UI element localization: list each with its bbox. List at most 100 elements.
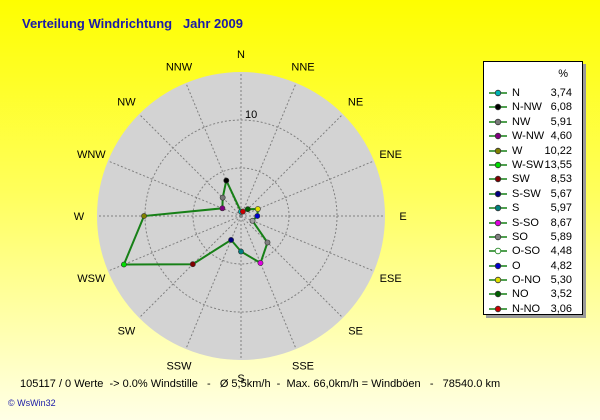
direction-label-nw: NW: [117, 96, 136, 108]
legend-row: W 10,22: [484, 144, 582, 158]
legend-direction: W: [512, 144, 523, 157]
legend-direction: N-NW: [512, 101, 542, 114]
legend-percent: 8,53: [550, 173, 572, 186]
data-point-e: [254, 213, 261, 219]
legend-direction: NW: [512, 115, 531, 128]
legend-row: S-SO 8,67: [484, 216, 582, 230]
legend-marker-icon: [489, 89, 507, 97]
grid-spoke: [107, 215, 242, 272]
data-point-se: [264, 239, 271, 246]
direction-label-e: E: [399, 211, 406, 223]
legend-unit: %: [558, 68, 568, 80]
legend-row: O 4,82: [484, 259, 582, 273]
legend-percent: 5,67: [550, 187, 572, 200]
direction-label-ese: ESE: [380, 273, 402, 285]
direction-label-ene: ENE: [379, 149, 402, 161]
data-point-ene: [254, 206, 261, 212]
grid-spoke: [138, 215, 242, 319]
direction-label-nnw: NNW: [166, 61, 193, 73]
legend-percent: 6,08: [550, 101, 572, 114]
data-point-nnw: [223, 177, 230, 184]
legend-percent: 3,74: [550, 87, 572, 99]
legend-row: W-SW 13,55: [484, 158, 582, 172]
legend-direction: O-SO: [512, 245, 541, 258]
legend-marker-icon: [489, 305, 507, 313]
legend-direction: S-SO: [512, 216, 539, 229]
legend-marker-icon: [489, 132, 507, 140]
legend-percent: 8,67: [550, 216, 572, 229]
data-point-ne: [244, 206, 251, 213]
legend-row: SO 5,89: [484, 230, 582, 244]
grid-spoke: [240, 215, 344, 319]
legend-row: S 5,97: [484, 201, 582, 215]
legend-direction: NO: [512, 288, 529, 301]
data-point-wsw: [121, 261, 127, 268]
legend-marker-icon: [489, 176, 507, 183]
legend-direction: W-NW: [512, 130, 545, 143]
footer-stats: 105117 / 0 Werte -> 0.0% Windstille - Ø …: [20, 378, 501, 390]
direction-label-w: W: [74, 211, 85, 223]
legend-row: N 3,74: [484, 86, 582, 100]
legend-percent: 4,48: [550, 245, 572, 258]
direction-label-ne: NE: [348, 96, 363, 108]
direction-label-sw: SW: [118, 326, 136, 338]
brand-label: © WsWin32: [8, 398, 56, 408]
data-point-ssw: [228, 237, 234, 243]
legend-row: O-SO 4,48: [484, 244, 582, 258]
legend-marker-icon: [489, 248, 507, 255]
legend-percent: 4,60: [550, 130, 572, 143]
legend-direction: O: [512, 259, 521, 272]
data-point-ese: [249, 217, 256, 224]
legend-marker-icon: [489, 204, 507, 212]
legend-direction: N-NO: [512, 302, 541, 315]
legend-row: N-NW 6,08: [484, 100, 582, 114]
grid-spoke: [240, 215, 375, 272]
direction-label-nne: NNE: [291, 61, 314, 73]
legend-percent: 5,97: [550, 202, 572, 215]
legend-direction: S-SW: [512, 187, 541, 200]
legend-percent: 5,30: [550, 274, 572, 287]
legend-row: O-NO 5,30: [484, 273, 582, 287]
legend-percent: 5,89: [550, 230, 572, 243]
legend-percent: 5,91: [550, 115, 572, 128]
legend-direction: SO: [512, 230, 528, 243]
data-point-s: [238, 248, 244, 255]
chart-title: Verteilung Windrichtung Jahr 2009: [22, 16, 243, 31]
legend-row: NW 5,91: [484, 115, 582, 129]
legend-direction: S: [512, 202, 520, 215]
legend-marker-icon: [489, 118, 507, 125]
grid-spoke: [240, 82, 297, 217]
grid-spoke: [107, 160, 242, 217]
data-point-nw: [219, 194, 226, 201]
data-point-wnw: [219, 205, 226, 212]
direction-label-s: S: [237, 373, 244, 385]
grid-spoke: [240, 160, 375, 217]
legend-row: S-SW 5,67: [484, 187, 582, 201]
legend-percent: 10,22: [544, 144, 572, 157]
direction-label-n: N: [237, 49, 245, 61]
legend-marker-icon: [489, 233, 507, 241]
legend-rows: N 3,74 N-NW 6,08 NW 5,91 W-NW 4,60 W 10,22 W-SW 13,…: [484, 86, 582, 316]
legend-marker-icon: [489, 276, 507, 284]
legend-row: N-NO 3,06: [484, 302, 582, 316]
grid-spoke: [240, 113, 344, 217]
legend-row: NO 3,52: [484, 287, 582, 301]
direction-label-sse: SSE: [292, 361, 314, 373]
legend-marker-icon: [489, 104, 507, 111]
legend-percent: 4,82: [550, 259, 572, 272]
legend-marker-icon: [489, 219, 507, 226]
legend-direction: O-NO: [512, 274, 541, 287]
legend-marker-icon: [489, 161, 507, 169]
legend-marker-icon: [489, 291, 507, 298]
legend-marker-icon: [489, 147, 507, 154]
grid-spoke: [240, 215, 297, 350]
data-point-sw: [189, 261, 196, 268]
legend-percent: 3,06: [550, 302, 572, 315]
legend-row: W-NW 4,60: [484, 129, 582, 143]
legend: % N 3,74 N-NW 6,08 NW 5,91 W-NW 4,60 W 10,22 W-SW 1…: [483, 61, 583, 315]
legend-marker-icon: [489, 262, 507, 269]
ring-label: 10: [245, 109, 257, 121]
direction-label-ssw: SSW: [166, 361, 192, 373]
direction-label-wnw: WNW: [77, 149, 106, 161]
